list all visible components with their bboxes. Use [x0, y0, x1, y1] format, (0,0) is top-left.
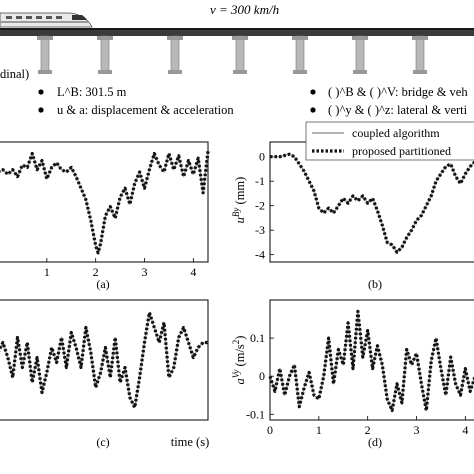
bridge-illustration	[0, 28, 474, 74]
series-line-partitioned	[0, 310, 208, 410]
pier-cap	[232, 36, 248, 40]
panel-c: (c) time (s)	[0, 299, 210, 449]
train-icon	[0, 12, 93, 28]
pier-cap	[352, 36, 368, 40]
chart-panels: 1 2 3 4(a)0-1-2-3-4(b)(c) time (s)0 1 2 3 40.10-…	[0, 141, 474, 449]
plot-frame	[269, 299, 474, 421]
pier-base	[413, 70, 427, 74]
bullet-dot	[38, 89, 44, 95]
x-tick-label: 2	[365, 423, 371, 437]
y-tick-label: 0.1	[250, 331, 265, 345]
pier-cap	[167, 36, 183, 40]
panel-a: 1 2 3 4 (a)	[0, 141, 210, 291]
panel-label: (a)	[96, 277, 109, 291]
bullet-bridge-vehicle: ( )^B & ( )^V: bridge & veh	[328, 85, 468, 99]
pier-cap	[97, 36, 113, 40]
rail	[0, 28, 474, 30]
series-line-coupled	[0, 151, 209, 254]
bridge-pier	[100, 35, 110, 73]
pier-base	[38, 70, 52, 74]
bridge-piers	[37, 35, 428, 74]
pier-base	[353, 70, 367, 74]
panel-label: (b)	[368, 277, 382, 291]
panel-d: 0 1 2 3 40.10-0.1(d)	[246, 299, 474, 449]
x-tick-label: 1	[44, 265, 50, 279]
x-axis-label: time (s)	[171, 435, 210, 449]
x-tick-label: 4	[462, 423, 468, 437]
bullet-dot	[38, 107, 44, 113]
pier-base	[293, 70, 307, 74]
pier-cap	[37, 36, 53, 40]
panel-label: (c)	[96, 435, 109, 449]
y-tick-label: 0	[259, 150, 265, 164]
pier-base	[98, 70, 112, 74]
y-tick-label: -4	[255, 248, 265, 262]
bullet-length: L^B: 301.5 m	[57, 85, 127, 99]
x-tick-label: 3	[142, 265, 148, 279]
bridge-pier	[355, 35, 365, 73]
panel-b: 0 -1 -2 -3 -4 (b)	[255, 141, 474, 291]
pier-cap	[412, 36, 428, 40]
pier-base	[233, 70, 247, 74]
y-tick-label: 0	[259, 369, 265, 383]
bridge-pier	[40, 35, 50, 73]
x-tick-label: 4	[190, 265, 196, 279]
y-axis-label-d: aVy (m/s2)	[231, 336, 247, 385]
panel-label: (d)	[368, 435, 382, 449]
bullet-lateral-vertical: ( )^y & ( )^z: lateral & verti	[328, 103, 468, 117]
x-tick-label: 0	[267, 423, 273, 437]
series-line-partitioned	[0, 151, 210, 255]
bullet-list: L^B: 301.5 m u & a: displacement & accel…	[38, 85, 468, 117]
bridge-pier	[415, 35, 425, 73]
bridge-pier	[295, 35, 305, 73]
speed-label: v = 300 km/h	[210, 2, 279, 17]
series-line-coupled	[270, 153, 474, 253]
bullet-dot	[310, 107, 316, 113]
y-axis-label-b: uBy (mm)	[231, 177, 247, 224]
legend: coupled algorithm proposed partitioned	[305, 121, 474, 161]
legend-label-coupled: coupled algorithm	[352, 126, 440, 140]
y-tick-label: -1	[255, 174, 265, 188]
bullet-dot	[310, 89, 316, 95]
bridge-pier	[235, 35, 245, 73]
y-tick-label: -0.1	[246, 407, 265, 421]
y-tick-label: -2	[255, 199, 265, 213]
plot-frame	[0, 299, 209, 421]
x-tick-label: 2	[93, 265, 99, 279]
bridge-deck	[0, 30, 474, 36]
x-tick-label: 3	[414, 423, 420, 437]
series-line-partitioned	[270, 152, 474, 254]
x-tick-label: 1	[316, 423, 322, 437]
pier-base	[168, 70, 182, 74]
bridge-pier	[170, 35, 180, 73]
bullet-disp-acc: u & a: displacement & acceleration	[57, 103, 234, 117]
y-tick-label: -3	[255, 223, 265, 237]
legend-label-partitioned: proposed partitioned	[352, 144, 451, 158]
series-line-partitioned	[268, 309, 474, 413]
pier-cap	[292, 36, 308, 40]
plot-frame	[0, 141, 209, 263]
legend-box	[305, 121, 474, 161]
cut-label: dinal)	[0, 67, 29, 81]
